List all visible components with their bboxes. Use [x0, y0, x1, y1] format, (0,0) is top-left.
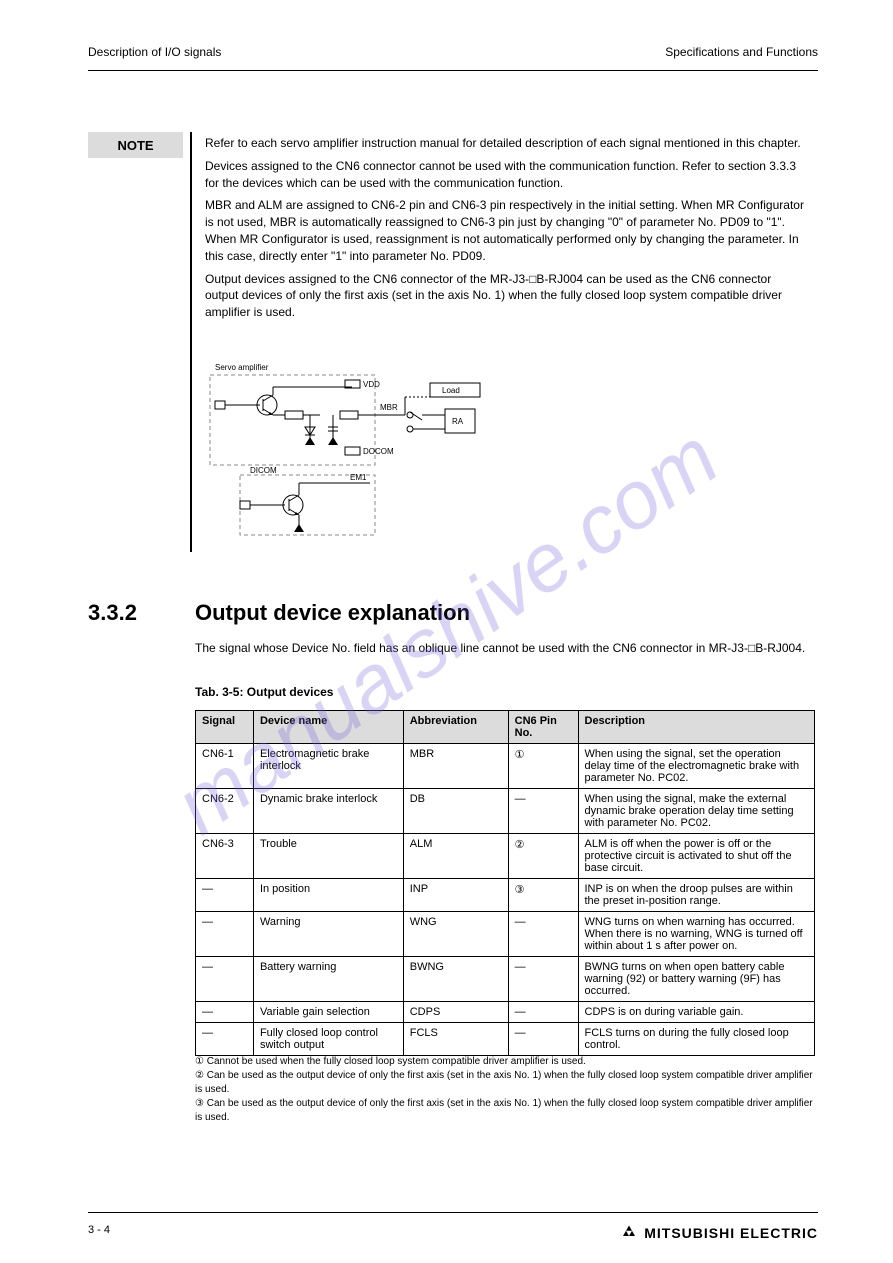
cell: — [196, 912, 254, 957]
table-row: — Warning WNG — WNG turns on when warnin… [196, 912, 815, 957]
cell: — [196, 957, 254, 1002]
cell: Fully closed loop control switch output [253, 1023, 403, 1056]
table-row: — Variable gain selection CDPS — CDPS is… [196, 1002, 815, 1023]
cell: WNG turns on when warning has occurred. … [578, 912, 815, 957]
cell: Warning [253, 912, 403, 957]
footnote-2: ③ Can be used as the output device of on… [195, 1097, 815, 1125]
table-header-row: Signal Device name Abbreviation CN6 Pin … [196, 711, 815, 744]
cell: CN6-1 [196, 744, 254, 789]
cell: Trouble [253, 834, 403, 879]
page: { "header": { "left": "Description of I/… [0, 0, 893, 1263]
cell: Electromagnetic brake interlock [253, 744, 403, 789]
header-left: Description of I/O signals [88, 45, 221, 59]
col-pin: CN6 Pin No. [508, 711, 578, 744]
cell: — [196, 1002, 254, 1023]
cell: BWNG [403, 957, 508, 1002]
note-para-3: Output devices assigned to the CN6 conne… [205, 271, 805, 321]
cell: MBR [403, 744, 508, 789]
table-row: — Battery warning BWNG — BWNG turns on w… [196, 957, 815, 1002]
diag-docom: DOCOM [363, 447, 394, 456]
output-devices-table: Signal Device name Abbreviation CN6 Pin … [195, 710, 815, 1056]
diag-em1: EM1 [350, 473, 367, 482]
cell: ① [508, 744, 578, 789]
cell: — [196, 1023, 254, 1056]
circuit-diagram: Servo amplifier VDD MBR DOCO [205, 355, 525, 545]
cell: — [508, 789, 578, 834]
cell: When using the signal, set the operation… [578, 744, 815, 789]
diag-ra: RA [452, 417, 464, 426]
col-abbrev: Abbreviation [403, 711, 508, 744]
cell: ③ [508, 879, 578, 912]
cell: ALM [403, 834, 508, 879]
cell: — [508, 1002, 578, 1023]
cell: BWNG turns on when open battery cable wa… [578, 957, 815, 1002]
cell: INP is on when the droop pulses are with… [578, 879, 815, 912]
note-para-2: MBR and ALM are assigned to CN6-2 pin an… [205, 197, 805, 264]
note-para-0: Refer to each servo amplifier instructio… [205, 135, 805, 152]
cell: WNG [403, 912, 508, 957]
rule-bottom [88, 1212, 818, 1213]
diag-mbr: MBR [380, 403, 398, 412]
cell: CN6-3 [196, 834, 254, 879]
section-paragraph: The signal whose Device No. field has an… [195, 640, 815, 657]
section-title: Output device explanation [195, 600, 470, 626]
footnote-1: ② Can be used as the output device of on… [195, 1069, 815, 1097]
mitsubishi-logo-icon [620, 1225, 638, 1241]
cell: FCLS [403, 1023, 508, 1056]
cell: CDPS [403, 1002, 508, 1023]
cell: DB [403, 789, 508, 834]
cell: ALM is off when the power is off or the … [578, 834, 815, 879]
table-row: CN6-3 Trouble ALM ② ALM is off when the … [196, 834, 815, 879]
diag-vdd: VDD [363, 380, 380, 389]
cell: FCLS turns on during the fully closed lo… [578, 1023, 815, 1056]
table-row: — In position INP ③ INP is on when the d… [196, 879, 815, 912]
footer-brand-text: MITSUBISHI ELECTRIC [644, 1225, 818, 1241]
diag-dicom: DICOM [250, 466, 277, 475]
cell: — [508, 912, 578, 957]
circuit-svg: Servo amplifier VDD MBR DOCO [205, 355, 525, 545]
note-body: Refer to each servo amplifier instructio… [205, 135, 805, 327]
rule-top [88, 70, 818, 71]
table-row: — Fully closed loop control switch outpu… [196, 1023, 815, 1056]
cell: — [196, 879, 254, 912]
cell: When using the signal, make the external… [578, 789, 815, 834]
note-label: NOTE [88, 132, 183, 158]
cell: — [508, 957, 578, 1002]
cell: In position [253, 879, 403, 912]
note-rule-vertical [190, 132, 192, 552]
col-desc: Description [578, 711, 815, 744]
table-row: CN6-2 Dynamic brake interlock DB — When … [196, 789, 815, 834]
footer-brand: MITSUBISHI ELECTRIC [620, 1225, 818, 1241]
cell: CN6-2 [196, 789, 254, 834]
cell: ② [508, 834, 578, 879]
diag-servo-label: Servo amplifier [215, 363, 269, 372]
footnote-0: ① Cannot be used when the fully closed l… [195, 1055, 815, 1069]
cell: Dynamic brake interlock [253, 789, 403, 834]
cell: Variable gain selection [253, 1002, 403, 1023]
note-para-1: Devices assigned to the CN6 connector ca… [205, 158, 805, 192]
col-signal: Signal [196, 711, 254, 744]
table-footnotes: ① Cannot be used when the fully closed l… [195, 1055, 815, 1125]
cell: CDPS is on during variable gain. [578, 1002, 815, 1023]
cell: INP [403, 879, 508, 912]
header-right: Specifications and Functions [665, 45, 818, 59]
table-row: CN6-1 Electromagnetic brake interlock MB… [196, 744, 815, 789]
diag-load: Load [442, 386, 460, 395]
table-caption: Tab. 3-5: Output devices [195, 685, 333, 699]
col-devicename: Device name [253, 711, 403, 744]
cell: — [508, 1023, 578, 1056]
section-number: 3.3.2 [88, 600, 137, 626]
cell: Battery warning [253, 957, 403, 1002]
page-number: 3 - 4 [88, 1224, 110, 1236]
